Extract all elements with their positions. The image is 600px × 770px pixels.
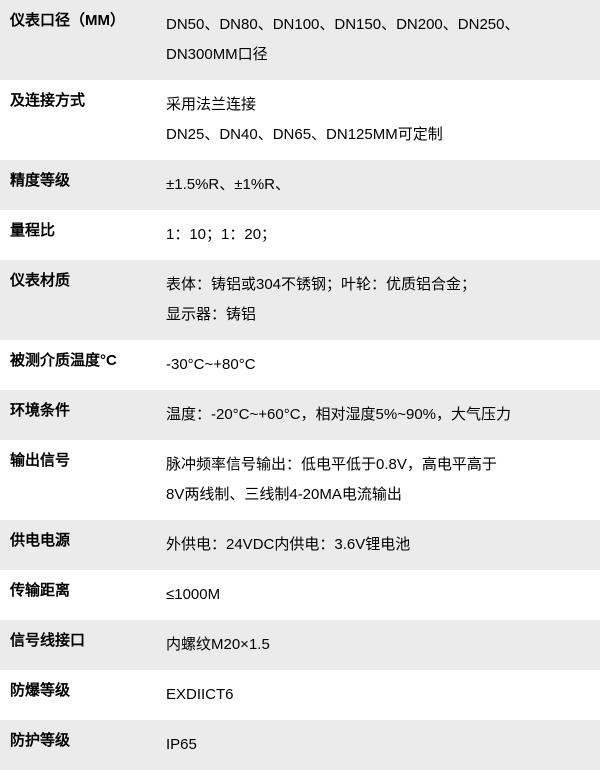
row-value-line: ≤1000M <box>166 580 590 610</box>
row-value-line: -30°C~+80°C <box>166 350 590 380</box>
table-row: 信号线接口内螺纹M20×1.5 <box>0 620 600 670</box>
table-row: 环境条件温度：-20°C~+60°C，相对湿度5%~90%，大气压力 <box>0 390 600 440</box>
row-value: 采用法兰连接DN25、DN40、DN65、DN125MM可定制 <box>160 80 600 160</box>
table-row: 输出信号脉冲频率信号输出：低电平低于0.8V，高电平高于8V两线制、三线制4-2… <box>0 440 600 520</box>
row-value: 内螺纹M20×1.5 <box>160 620 600 670</box>
row-value: ≤1000M <box>160 570 600 620</box>
table-row: 被测介质温度°C-30°C~+80°C <box>0 340 600 390</box>
row-value: 脉冲频率信号输出：低电平低于0.8V，高电平高于8V两线制、三线制4-20MA电… <box>160 440 600 520</box>
row-label: 及连接方式 <box>0 80 160 160</box>
table-row: 传输距离≤1000M <box>0 570 600 620</box>
row-value-line: 采用法兰连接 <box>166 90 590 120</box>
row-value-line: 显示器：铸铝 <box>166 300 590 330</box>
row-label: 信号线接口 <box>0 620 160 670</box>
row-label: 供电电源 <box>0 520 160 570</box>
row-label: 量程比 <box>0 210 160 260</box>
row-value-line: 脉冲频率信号输出：低电平低于0.8V，高电平高于 <box>166 450 590 480</box>
row-label: 仪表口径（MM） <box>0 0 160 80</box>
table-row: 防爆等级EXDIICT6 <box>0 670 600 720</box>
row-value: ±1.5%R、±1%R、 <box>160 160 600 210</box>
row-value: EXDIICT6 <box>160 670 600 720</box>
row-value: 1：10；1：20； <box>160 210 600 260</box>
table-row: 仪表材质表体：铸铝或304不锈钢；叶轮：优质铝合金；显示器：铸铝 <box>0 260 600 340</box>
row-value: -30°C~+80°C <box>160 340 600 390</box>
row-label: 输出信号 <box>0 440 160 520</box>
row-value-line: DN300MM口径 <box>166 40 590 70</box>
row-label: 防护等级 <box>0 720 160 770</box>
row-value-line: EXDIICT6 <box>166 680 590 710</box>
row-value-line: 8V两线制、三线制4-20MA电流输出 <box>166 480 590 510</box>
row-value-line: 温度：-20°C~+60°C，相对湿度5%~90%，大气压力 <box>166 400 590 430</box>
row-value: DN50、DN80、DN100、DN150、DN200、DN250、DN300M… <box>160 0 600 80</box>
spec-table: 仪表口径（MM）DN50、DN80、DN100、DN150、DN200、DN25… <box>0 0 600 770</box>
row-value-line: 表体：铸铝或304不锈钢；叶轮：优质铝合金； <box>166 270 590 300</box>
row-label: 传输距离 <box>0 570 160 620</box>
table-row: 及连接方式采用法兰连接DN25、DN40、DN65、DN125MM可定制 <box>0 80 600 160</box>
row-label: 仪表材质 <box>0 260 160 340</box>
table-row: 仪表口径（MM）DN50、DN80、DN100、DN150、DN200、DN25… <box>0 0 600 80</box>
row-value-line: ±1.5%R、±1%R、 <box>166 170 590 200</box>
row-value: 表体：铸铝或304不锈钢；叶轮：优质铝合金；显示器：铸铝 <box>160 260 600 340</box>
table-row: 精度等级±1.5%R、±1%R、 <box>0 160 600 210</box>
row-label: 环境条件 <box>0 390 160 440</box>
table-row: 量程比1：10；1：20； <box>0 210 600 260</box>
row-value: 温度：-20°C~+60°C，相对湿度5%~90%，大气压力 <box>160 390 600 440</box>
table-row: 供电电源外供电：24VDC内供电：3.6V锂电池 <box>0 520 600 570</box>
row-label: 精度等级 <box>0 160 160 210</box>
row-label: 被测介质温度°C <box>0 340 160 390</box>
row-value: 外供电：24VDC内供电：3.6V锂电池 <box>160 520 600 570</box>
row-value-line: 1：10；1：20； <box>166 220 590 250</box>
row-value-line: IP65 <box>166 730 590 760</box>
row-value-line: DN25、DN40、DN65、DN125MM可定制 <box>166 120 590 150</box>
row-value-line: DN50、DN80、DN100、DN150、DN200、DN250、 <box>166 10 590 40</box>
row-value: IP65 <box>160 720 600 770</box>
row-label: 防爆等级 <box>0 670 160 720</box>
row-value-line: 内螺纹M20×1.5 <box>166 630 590 660</box>
table-row: 防护等级IP65 <box>0 720 600 770</box>
